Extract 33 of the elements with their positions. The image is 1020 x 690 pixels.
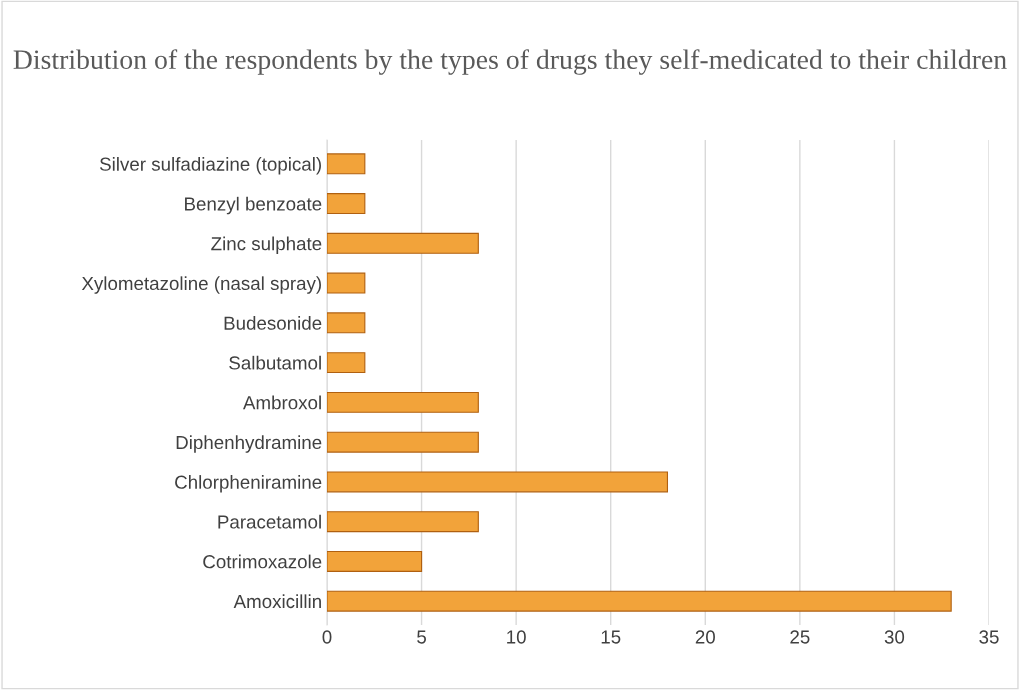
bar: [327, 272, 366, 294]
x-tick-label: 30: [884, 630, 905, 644]
x-tick-label: 5: [417, 630, 426, 644]
bar: [327, 431, 479, 453]
y-tick-label: Budesonide: [224, 316, 322, 330]
chart-title: Distribution of the respondents by the types of drugs they self-medicated to their children: [13, 49, 1007, 75]
bar: [327, 471, 669, 493]
x-tick-label: 25: [790, 630, 810, 644]
y-tick-label: Benzyl benzoate: [185, 196, 322, 215]
bar: [327, 550, 423, 572]
y-tick-label: Salbutamol: [229, 355, 321, 370]
y-tick-label: Amoxicillin: [233, 594, 321, 609]
bar: [327, 153, 366, 175]
bar: [327, 391, 479, 413]
bar: [327, 352, 366, 374]
bar: [327, 590, 952, 612]
y-tick-label: Paracetamol: [218, 514, 321, 529]
y-tick-label: Cotrimoxazole: [203, 554, 322, 569]
x-tick-label: 20: [695, 630, 715, 644]
x-tick-label: 35: [979, 630, 999, 644]
bar: [327, 193, 366, 215]
y-tick-label: Xylometazoline (nasal spray): [81, 276, 321, 294]
y-tick-label: Zinc sulphate: [211, 236, 322, 255]
bar: [327, 312, 366, 334]
bar: [327, 232, 479, 254]
x-tick-label: 10: [507, 630, 526, 644]
bar: [327, 511, 479, 533]
y-tick-label: Ambroxol: [242, 395, 321, 410]
y-tick-label: Silver sulfadiazine (topical): [99, 157, 321, 175]
y-tick-label: Chlorpheniramine: [175, 475, 322, 493]
y-tick-label: Diphenhydramine: [176, 435, 322, 453]
x-tick-label: 15: [601, 630, 621, 644]
x-tick-label: 0: [322, 630, 332, 644]
